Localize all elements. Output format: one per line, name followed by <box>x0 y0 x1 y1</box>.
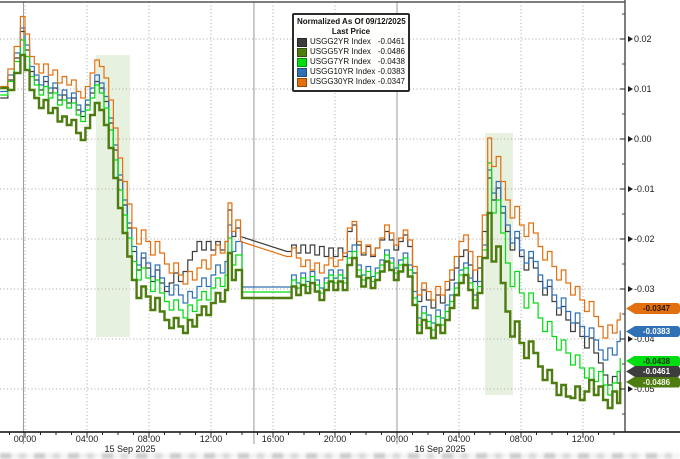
axis-arrow-icon <box>628 386 633 392</box>
legend-swatch <box>297 37 307 47</box>
price-badge: -0.0383 <box>626 326 680 337</box>
legend-label: USGG7YR Index <box>310 57 371 66</box>
legend-entry[interactable]: USGG2YR Index -0.0461 <box>297 37 405 47</box>
y-axis-label: -0.05 <box>628 384 655 394</box>
y-axis-label: 0.02 <box>628 34 652 44</box>
legend-entry[interactable]: USGG5YR Index -0.0486 <box>297 47 405 57</box>
y-axis-label: 0.01 <box>628 84 652 94</box>
x-axis-label: 00:00 <box>13 434 37 444</box>
legend-entry[interactable]: USGG10YR Index -0.0383 <box>297 67 405 77</box>
y-axis-label: -0.03 <box>628 284 655 294</box>
y-axis-label-text: 0.01 <box>634 84 652 94</box>
series-line-USGG5YR[interactable] <box>0 53 622 410</box>
y-axis-label-text: 0.02 <box>634 34 652 44</box>
legend-swatch <box>297 67 307 77</box>
legend-entries: USGG2YR Index -0.0461 USGG5YR Index -0.0486… <box>297 37 405 87</box>
x-axis-label: 12:00 <box>571 434 595 444</box>
series-line-USGG7YR[interactable] <box>0 39 621 396</box>
legend-swatch <box>297 47 307 57</box>
series-line-USGG10YR[interactable] <box>0 27 621 361</box>
date-label: 15 Sep 2025 <box>104 444 156 454</box>
x-axis-label: 20:00 <box>323 434 347 444</box>
y-axis-label-text: -0.03 <box>634 284 655 294</box>
bottom-attribution-blur <box>0 453 680 459</box>
price-badge: -0.0438 <box>626 355 680 367</box>
x-axis-label: 00:00 <box>385 434 409 444</box>
axis-arrow-icon <box>628 236 633 242</box>
axis-arrow-icon <box>628 286 633 292</box>
axis-arrow-icon <box>628 136 633 142</box>
y-axis-label: 0.00 <box>628 134 652 144</box>
series-line-USGG30YR[interactable] <box>0 15 621 339</box>
highlight-band <box>96 55 130 337</box>
legend-value: -0.0461 <box>377 37 405 46</box>
legend-value: -0.0486 <box>377 47 405 56</box>
legend-box: Normalized As Of 09/12/2025 Last Price U… <box>292 13 410 92</box>
legend-label: USGG2YR Index <box>310 37 371 46</box>
y-axis-label-text: 0.00 <box>634 134 652 144</box>
axis-arrow-icon <box>628 36 633 42</box>
x-axis-label: 08:00 <box>509 434 533 444</box>
price-badge: -0.0347 <box>626 303 680 314</box>
legend-swatch <box>297 77 307 87</box>
legend-value: -0.0347 <box>377 77 405 86</box>
legend-subtitle: Last Price <box>331 27 371 36</box>
x-axis-label: 08:00 <box>137 434 161 444</box>
legend-value: -0.0438 <box>377 57 405 66</box>
legend-entry[interactable]: USGG30YR Index -0.0347 <box>297 77 405 87</box>
legend-swatch <box>297 57 307 67</box>
axis-arrow-icon <box>628 336 633 342</box>
y-axis-label: -0.02 <box>628 234 655 244</box>
x-axis-label: 04:00 <box>75 434 99 444</box>
legend-label: USGG5YR Index <box>310 47 371 56</box>
legend-label: USGG30YR Index <box>310 77 376 86</box>
date-label: 16 Sep 2025 <box>414 444 466 454</box>
y-axis-label: -0.04 <box>628 334 655 344</box>
y-axis-label-text: -0.02 <box>634 234 655 244</box>
price-badge: -0.0486 <box>626 376 680 388</box>
price-badge: -0.0461 <box>626 366 680 377</box>
highlight-band <box>485 133 513 395</box>
axis-arrow-icon <box>628 186 633 192</box>
axis-arrow-icon <box>628 86 633 92</box>
y-axis-label-text: -0.01 <box>634 184 655 194</box>
legend-entry[interactable]: USGG7YR Index -0.0438 <box>297 57 405 67</box>
x-axis-label: 04:00 <box>447 434 471 444</box>
y-axis-label-text: -0.05 <box>634 384 655 394</box>
y-axis-label-text: -0.04 <box>634 334 655 344</box>
x-axis-label: 16:00 <box>261 434 285 444</box>
y-axis-label: -0.01 <box>628 184 655 194</box>
legend-title: Normalized As Of 09/12/2025 <box>297 17 406 26</box>
legend-label: USGG10YR Index <box>310 67 376 76</box>
x-axis-label: 12:00 <box>199 434 223 444</box>
legend-value: -0.0383 <box>377 67 405 76</box>
